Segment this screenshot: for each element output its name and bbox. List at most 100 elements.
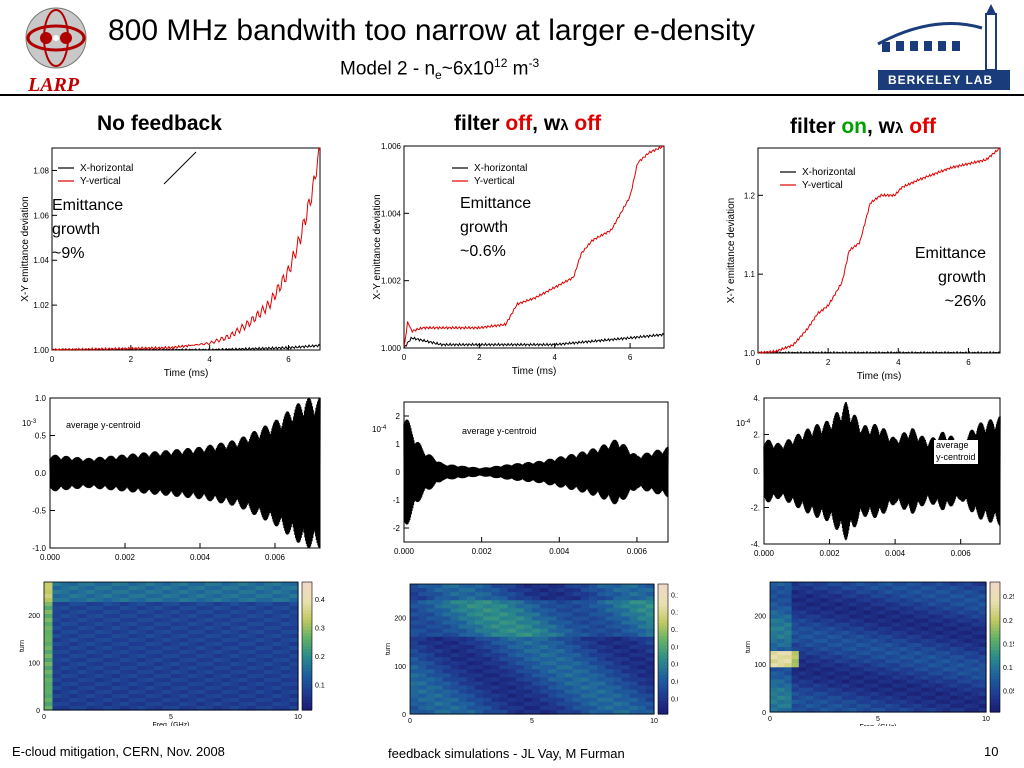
heat-cell (637, 604, 647, 609)
heat-cell (44, 626, 54, 631)
heat-cell (548, 600, 557, 605)
heat-cell (856, 590, 865, 595)
heat-cell (238, 658, 248, 663)
heat-cell (849, 671, 857, 677)
colorbar-cell (302, 674, 312, 679)
heat-cell (572, 584, 582, 589)
heat-cell (281, 606, 291, 611)
heat-cell (247, 598, 257, 603)
heat-cell (145, 678, 155, 683)
heat-cell (196, 582, 206, 587)
heat-cell (60, 618, 70, 623)
heat-cell (906, 634, 915, 640)
heat-cell (475, 632, 484, 638)
heat-cell (892, 647, 901, 652)
heat-cell (137, 686, 147, 691)
y-tick-label: 0 (396, 468, 401, 477)
heat-cell (870, 647, 879, 652)
heat-cell (834, 695, 843, 701)
heat-cell (289, 610, 299, 615)
heat-cell (885, 707, 893, 713)
heat-cell (154, 658, 164, 663)
heat-cell (892, 586, 901, 591)
heat-cell (580, 588, 590, 593)
heat-cell (827, 671, 836, 677)
heat-cell (820, 642, 829, 648)
heat-cell (588, 596, 598, 601)
heat-cell (137, 610, 147, 615)
heat-cell (94, 610, 104, 615)
heat-cell (613, 689, 623, 695)
heat-cell (450, 636, 460, 642)
heat-cell (572, 588, 582, 593)
heat-cell (94, 622, 104, 627)
heat-cell (94, 658, 104, 663)
heat-cell (637, 620, 647, 626)
heat-cell (154, 642, 164, 647)
annotation-line: ~0.6% (460, 243, 506, 260)
x-axis-label: Time (ms) (512, 366, 557, 377)
heat-cell (213, 626, 223, 631)
heat-cell (942, 626, 951, 632)
annotation-backdrop (934, 440, 978, 464)
heat-cell (827, 679, 836, 685)
heat-cell (272, 630, 282, 635)
heat-cell (154, 698, 164, 703)
heat-cell (914, 610, 922, 616)
heat-cell (820, 598, 829, 603)
heat-cell (572, 592, 582, 597)
heat-cell (44, 658, 54, 663)
heat-cell (238, 602, 248, 607)
heat-cell (281, 594, 291, 599)
heat-cell (69, 674, 79, 679)
heat-cell (69, 606, 79, 611)
heat-cell (77, 618, 87, 623)
heat-cell (978, 651, 987, 656)
heat-cell (491, 665, 501, 670)
heat-cell (863, 602, 872, 607)
heat-cell (86, 658, 96, 663)
heat-cell (548, 701, 557, 707)
heat-cell (466, 600, 476, 605)
heat-cell (238, 642, 248, 647)
heat-cell (899, 667, 908, 672)
heat-cell (523, 697, 533, 703)
heat-cell (247, 682, 257, 687)
heat-cell (928, 602, 937, 607)
heat-cell (921, 634, 929, 640)
heat-cell (588, 665, 598, 670)
heat-cell (770, 655, 778, 660)
heat-cell (515, 596, 525, 601)
annotation-line: growth (52, 221, 100, 238)
heat-cell (289, 638, 299, 643)
heat-cell (856, 707, 865, 713)
heat-cell (264, 686, 274, 691)
heat-cell (770, 687, 778, 693)
heat-cell (154, 634, 164, 639)
heat-cell (899, 703, 908, 709)
heat-cell (60, 594, 70, 599)
heat-cell (264, 670, 274, 675)
heat-cell (942, 638, 951, 644)
heat-cell (410, 677, 419, 683)
colorbar-cell (302, 623, 312, 628)
heat-cell (556, 677, 566, 683)
heat-cell (914, 683, 922, 689)
heat-cell (213, 698, 223, 703)
colorbar-cell (990, 624, 1000, 629)
heat-cell (588, 612, 598, 618)
heat-cell (597, 636, 606, 642)
heat-cell (532, 665, 541, 670)
heat-cell (597, 608, 606, 614)
heat-cell (564, 701, 574, 707)
heat-cell (863, 695, 872, 701)
heat-cell (120, 622, 130, 627)
heat-cell (784, 586, 793, 591)
heat-cell (556, 640, 566, 646)
colorbar-cell (302, 671, 312, 676)
heat-cell (483, 584, 492, 589)
heat-cell (813, 626, 821, 632)
heat-cell (111, 638, 121, 643)
y-tick-label: 1.0 (744, 349, 756, 358)
colorbar-cell (302, 620, 312, 625)
